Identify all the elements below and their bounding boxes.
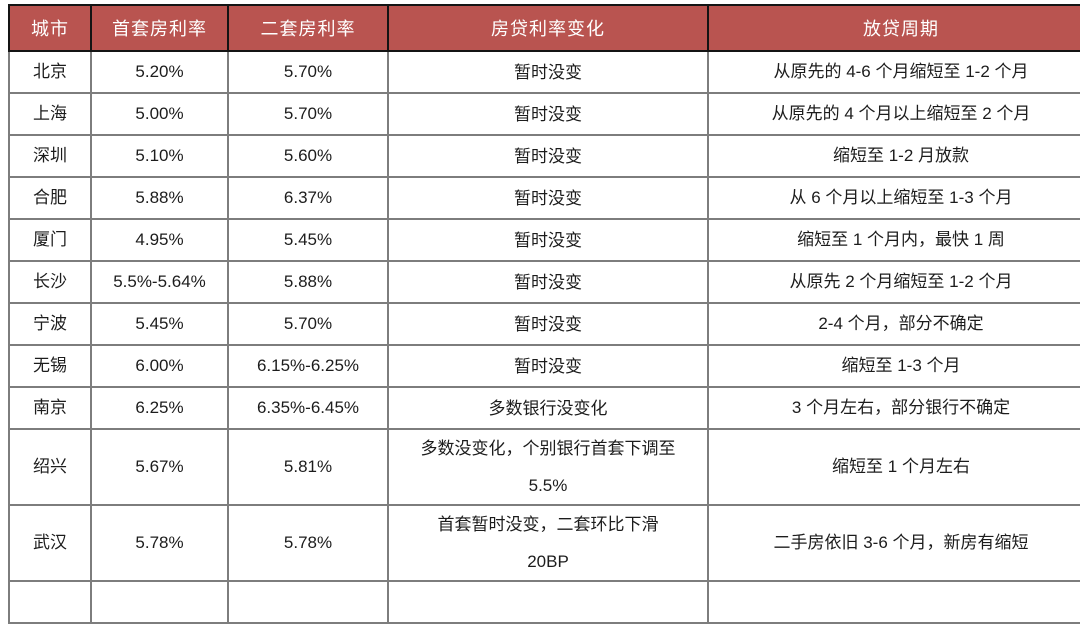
cell-city: 深圳	[8, 134, 92, 178]
col-header-lending-cycle: 放贷周期	[707, 4, 1080, 52]
cell-second-rate	[227, 580, 389, 624]
cell-city	[8, 580, 92, 624]
cell-first-rate: 5.20%	[90, 50, 229, 94]
cell-second-rate: 5.45%	[227, 218, 389, 262]
cell-rate-change: 暂时没变	[387, 176, 709, 220]
cell-second-rate: 5.70%	[227, 50, 389, 94]
table-body: 北京 5.20% 5.70% 暂时没变 从原先的 4-6 个月缩短至 1-2 个…	[8, 50, 1080, 624]
cell-second-rate: 5.70%	[227, 302, 389, 346]
cell-lending-cycle: 缩短至 1 个月内，最快 1 周	[707, 218, 1080, 262]
table-row: 长沙 5.5%-5.64% 5.88% 暂时没变 从原先 2 个月缩短至 1-2…	[8, 260, 1080, 304]
cell-first-rate: 4.95%	[90, 218, 229, 262]
cell-second-rate: 5.81%	[227, 428, 389, 506]
cell-rate-change: 暂时没变	[387, 50, 709, 94]
table-row: 合肥 5.88% 6.37% 暂时没变 从 6 个月以上缩短至 1-3 个月	[8, 176, 1080, 220]
table-row: 上海 5.00% 5.70% 暂时没变 从原先的 4 个月以上缩短至 2 个月	[8, 92, 1080, 136]
col-header-city: 城市	[8, 4, 92, 52]
col-header-second-rate: 二套房利率	[227, 4, 389, 52]
cell-rate-change: 首套暂时没变，二套环比下滑 20BP	[387, 504, 709, 582]
cell-first-rate: 5.67%	[90, 428, 229, 506]
cell-city: 合肥	[8, 176, 92, 220]
cell-second-rate: 5.88%	[227, 260, 389, 304]
cell-rate-change	[387, 580, 709, 624]
table-row: 绍兴 5.67% 5.81% 多数没变化，个别银行首套下调至 5.5% 缩短至 …	[8, 428, 1080, 506]
cell-second-rate: 6.37%	[227, 176, 389, 220]
cell-first-rate: 5.78%	[90, 504, 229, 582]
table-row: 北京 5.20% 5.70% 暂时没变 从原先的 4-6 个月缩短至 1-2 个…	[8, 50, 1080, 94]
city-mortgage-table: 城市 首套房利率 二套房利率 房贷利率变化 放贷周期 北京 5.20% 5.70…	[8, 4, 1080, 624]
cell-rate-change: 多数银行没变化	[387, 386, 709, 430]
table-row: 深圳 5.10% 5.60% 暂时没变 缩短至 1-2 月放款	[8, 134, 1080, 178]
cell-first-rate: 5.10%	[90, 134, 229, 178]
cell-lending-cycle: 缩短至 1-3 个月	[707, 344, 1080, 388]
cell-rate-change: 暂时没变	[387, 218, 709, 262]
cell-city: 厦门	[8, 218, 92, 262]
cell-first-rate: 5.45%	[90, 302, 229, 346]
cell-rate-change: 暂时没变	[387, 260, 709, 304]
cell-rate-change: 暂时没变	[387, 302, 709, 346]
cell-rate-change: 暂时没变	[387, 344, 709, 388]
table-row: 厦门 4.95% 5.45% 暂时没变 缩短至 1 个月内，最快 1 周	[8, 218, 1080, 262]
cell-lending-cycle: 缩短至 1 个月左右	[707, 428, 1080, 506]
cell-city: 无锡	[8, 344, 92, 388]
cell-lending-cycle	[707, 580, 1080, 624]
col-header-rate-change: 房贷利率变化	[387, 4, 709, 52]
table-row-cutoff	[8, 580, 1080, 624]
table-header: 城市 首套房利率 二套房利率 房贷利率变化 放贷周期	[8, 4, 1080, 52]
cell-lending-cycle: 从 6 个月以上缩短至 1-3 个月	[707, 176, 1080, 220]
cell-first-rate: 5.88%	[90, 176, 229, 220]
cell-first-rate: 6.25%	[90, 386, 229, 430]
col-header-first-rate: 首套房利率	[90, 4, 229, 52]
cell-second-rate: 5.78%	[227, 504, 389, 582]
cell-lending-cycle: 从原先 2 个月缩短至 1-2 个月	[707, 260, 1080, 304]
cell-lending-cycle: 缩短至 1-2 月放款	[707, 134, 1080, 178]
cell-lending-cycle: 3 个月左右，部分银行不确定	[707, 386, 1080, 430]
table-row: 无锡 6.00% 6.15%-6.25% 暂时没变 缩短至 1-3 个月	[8, 344, 1080, 388]
cell-city: 北京	[8, 50, 92, 94]
cell-second-rate: 5.70%	[227, 92, 389, 136]
cell-city: 绍兴	[8, 428, 92, 506]
cell-rate-change: 多数没变化，个别银行首套下调至 5.5%	[387, 428, 709, 506]
table-row: 武汉 5.78% 5.78% 首套暂时没变，二套环比下滑 20BP 二手房依旧 …	[8, 504, 1080, 582]
cell-second-rate: 6.15%-6.25%	[227, 344, 389, 388]
cell-first-rate: 6.00%	[90, 344, 229, 388]
cell-lending-cycle: 从原先的 4 个月以上缩短至 2 个月	[707, 92, 1080, 136]
cell-lending-cycle: 二手房依旧 3-6 个月，新房有缩短	[707, 504, 1080, 582]
table-row: 宁波 5.45% 5.70% 暂时没变 2-4 个月，部分不确定	[8, 302, 1080, 346]
cell-first-rate	[90, 580, 229, 624]
header-row: 城市 首套房利率 二套房利率 房贷利率变化 放贷周期	[8, 4, 1080, 52]
cell-lending-cycle: 从原先的 4-6 个月缩短至 1-2 个月	[707, 50, 1080, 94]
cell-second-rate: 6.35%-6.45%	[227, 386, 389, 430]
mortgage-rate-table: 城市 首套房利率 二套房利率 房贷利率变化 放贷周期 北京 5.20% 5.70…	[8, 4, 1080, 624]
cell-second-rate: 5.60%	[227, 134, 389, 178]
cell-rate-change: 暂时没变	[387, 92, 709, 136]
cell-city: 上海	[8, 92, 92, 136]
cell-city: 南京	[8, 386, 92, 430]
cell-city: 武汉	[8, 504, 92, 582]
cell-first-rate: 5.5%-5.64%	[90, 260, 229, 304]
cell-first-rate: 5.00%	[90, 92, 229, 136]
cell-lending-cycle: 2-4 个月，部分不确定	[707, 302, 1080, 346]
cell-rate-change: 暂时没变	[387, 134, 709, 178]
cell-city: 宁波	[8, 302, 92, 346]
cell-city: 长沙	[8, 260, 92, 304]
table-row: 南京 6.25% 6.35%-6.45% 多数银行没变化 3 个月左右，部分银行…	[8, 386, 1080, 430]
